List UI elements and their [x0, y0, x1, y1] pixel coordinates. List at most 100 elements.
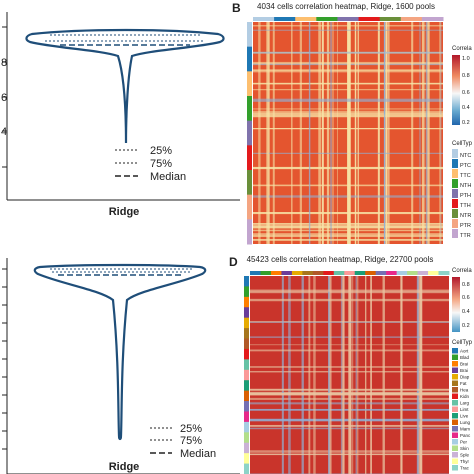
heatmap-stripe — [268, 22, 270, 244]
legend-label: PTH — [460, 193, 471, 199]
celltype-bar-segment — [244, 328, 249, 340]
legend-swatch — [452, 159, 458, 168]
heatmap-stripe — [253, 114, 443, 118]
legend-swatch — [452, 413, 458, 419]
heatmap-stripe — [357, 276, 359, 474]
legend-swatch — [452, 169, 458, 178]
celltype-bar-segment — [312, 271, 324, 275]
legend-swatch — [452, 354, 458, 360]
celltype-bar-segment — [428, 271, 440, 275]
x-axis-label: Ridge — [109, 461, 140, 473]
heatmap-stripe — [308, 22, 311, 244]
heatmap-stripe — [354, 22, 357, 244]
heatmap-stripe — [250, 366, 449, 368]
celltype-bar-segment — [244, 411, 249, 423]
celltype-bar-segment — [244, 286, 249, 298]
colorbar — [452, 55, 460, 125]
legend-swatch — [452, 419, 458, 425]
heatmap-stripe — [258, 22, 261, 244]
colorbar-tick: 0.2 — [462, 120, 470, 126]
celltype-bar-segment — [438, 271, 450, 275]
celltype-bar-segment — [247, 194, 252, 220]
heatmap-panel-b: B 4034 cells correlation heatmap, Ridge,… — [232, 1, 473, 245]
legend-swatch — [452, 439, 458, 445]
celltype-bar-segment — [244, 338, 249, 350]
heatmap-stripe — [281, 276, 284, 474]
celltype-left-bar — [247, 22, 252, 245]
celltype-bar-segment — [244, 296, 249, 308]
colorbar-tick: 0.8 — [462, 282, 470, 288]
heatmap-stripe — [355, 276, 357, 474]
legend-label: Fat — [460, 381, 467, 386]
celltype-bar-segment — [379, 17, 402, 21]
heatmap-stripe — [330, 22, 332, 244]
legend-25-label: 25% — [180, 423, 202, 435]
heatmap-stripe — [288, 276, 291, 474]
heatmap-stripe — [384, 22, 386, 244]
celltype-bar-segment — [323, 271, 335, 275]
heatmap-title: 4034 cells correlation heatmap, Ridge, 1… — [257, 2, 435, 11]
x-axis-label: Ridge — [109, 206, 140, 218]
legend-label: Diap — [460, 375, 470, 380]
legend-label: Aort — [460, 349, 469, 354]
heatmap-stripe — [365, 276, 367, 474]
heatmap-stripe — [250, 344, 449, 346]
heatmap-stripes — [250, 276, 449, 474]
heatmap-stripe — [349, 276, 352, 474]
heatmap-stripe — [377, 22, 380, 244]
heatmap-stripe — [425, 22, 428, 244]
legend-label: PTR — [460, 223, 471, 229]
colorbar — [452, 277, 460, 332]
y-tick-label: 6 — [1, 92, 7, 104]
heatmap-stripe — [328, 276, 330, 474]
heatmap-stripe — [332, 22, 334, 244]
heatmap-stripe — [272, 22, 275, 244]
legend-label: Kidn — [460, 394, 470, 399]
legend-label: Thyr — [460, 459, 470, 464]
celltype-bar-segment — [244, 317, 249, 329]
heatmap-stripe — [250, 453, 449, 456]
heatmap-title: 45423 cells correlation heatmap, Ridge, … — [247, 255, 434, 264]
colorbar-tick: 0.6 — [462, 90, 470, 96]
celltype-bar-segment — [244, 348, 249, 360]
colorbar-tick: 0.4 — [462, 309, 470, 315]
heatmap-stripe — [370, 276, 372, 474]
legend-swatch — [452, 406, 458, 412]
celltype-bar-segment — [375, 271, 387, 275]
celltype-bar-segment — [396, 271, 408, 275]
violin-panel-a: 8 6 4 25% 75% Median Ridge — [1, 12, 240, 218]
celltype-bar-segment — [417, 271, 429, 275]
celltype-legend: NTC PTC TTC NTH PTH TTH NTR PTR TTR — [452, 149, 471, 239]
heatmap-stripe — [318, 22, 321, 244]
legend-label: Lung — [460, 420, 471, 425]
colorbar-title: Correla — [452, 46, 472, 52]
legend-median-label: Median — [150, 171, 186, 183]
celltype-bar-segment — [407, 271, 419, 275]
celltype-bar-segment — [316, 17, 338, 21]
heatmap-stripe — [411, 22, 414, 244]
heatmap-stripe — [291, 22, 293, 244]
legend-swatch — [452, 367, 458, 373]
legend-swatch — [452, 400, 458, 406]
legend-swatch — [452, 219, 458, 228]
heatmap-stripe — [253, 239, 443, 241]
celltype-bar-segment — [244, 442, 249, 454]
legend-label: Mam — [460, 427, 470, 432]
legend-swatch — [452, 393, 458, 399]
legend-label: TTR — [460, 233, 471, 239]
heatmap-stripe — [253, 108, 443, 110]
heatmap-stripe — [253, 98, 443, 101]
heatmap-stripe — [439, 22, 441, 244]
celltype-bar-segment — [295, 17, 317, 21]
celltype-legend-title: CellTyp — [452, 340, 473, 346]
celltype-bar-segment — [333, 271, 345, 275]
celltype-bar-segment — [354, 271, 366, 275]
heatmap-stripe — [253, 239, 443, 240]
heatmap-stripe — [250, 388, 449, 391]
legend-swatch — [452, 387, 458, 393]
colorbar-tick: 1.0 — [462, 56, 470, 62]
celltype-bar-segment — [244, 307, 249, 319]
heatmap-stripe — [326, 22, 330, 244]
